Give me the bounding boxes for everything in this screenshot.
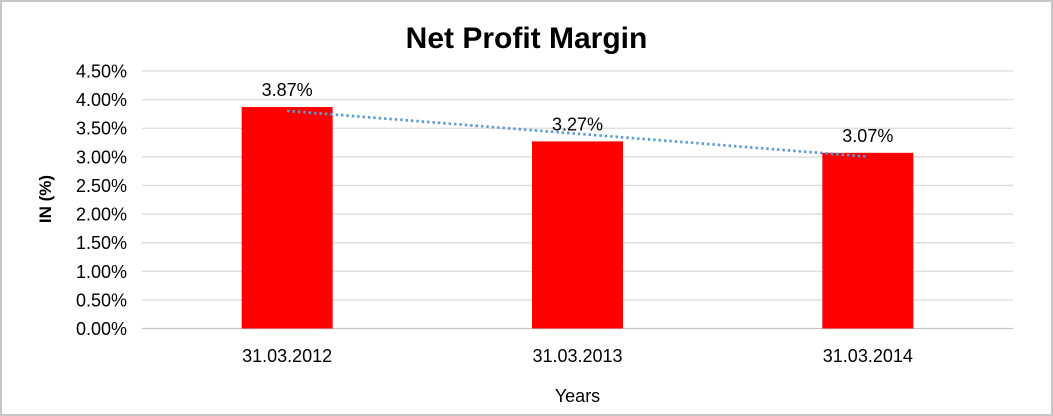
x-tick-label: 31.03.2014 (823, 346, 913, 366)
y-tick-label: 0.50% (76, 290, 127, 310)
bar-data-label: 3.27% (552, 114, 603, 134)
bar-data-label: 3.07% (842, 126, 893, 146)
y-tick-label: 2.50% (76, 176, 127, 196)
x-tick-label: 31.03.2012 (242, 346, 332, 366)
bar (822, 152, 914, 329)
bar-data-label: 3.87% (262, 80, 313, 100)
bar (241, 107, 333, 329)
y-tick-label: 1.50% (76, 233, 127, 253)
bar (532, 141, 623, 329)
y-tick-label: 3.50% (76, 119, 127, 139)
y-tick-label: 1.00% (76, 262, 127, 282)
y-tick-label: 0.00% (76, 319, 127, 339)
y-axis-title: IN (%) (36, 174, 55, 224)
y-tick-label: 2.00% (76, 205, 127, 225)
chart-title: Net Profit Margin (405, 22, 648, 55)
x-tick-label: 31.03.2013 (532, 346, 622, 366)
x-axis-title: Years (554, 386, 601, 406)
y-tick-label: 3.00% (76, 147, 127, 167)
y-tick-label: 4.00% (76, 90, 127, 110)
y-tick-label: 4.50% (76, 62, 127, 82)
